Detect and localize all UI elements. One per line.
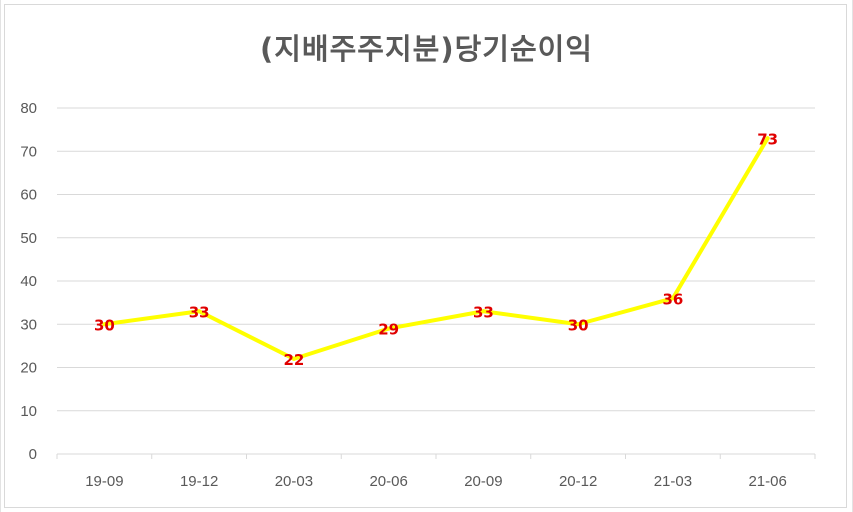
gridlines — [57, 107, 815, 455]
data-point-20-12 — [576, 322, 581, 327]
x-tick-label-21-03: 21-03 — [654, 473, 692, 490]
y-tick-label-40: 40 — [20, 273, 37, 290]
y-tick-label-10: 10 — [20, 403, 37, 420]
data-point-21-03 — [670, 296, 675, 301]
data-point-20-03 — [291, 356, 296, 361]
x-tick-label-20-12: 20-12 — [559, 473, 597, 490]
x-tick-label-20-03: 20-03 — [275, 473, 313, 490]
data-label-20-09: 33 — [473, 303, 494, 321]
x-tick-label-21-06: 21-06 — [748, 473, 786, 490]
data-label-19-12: 33 — [189, 303, 210, 321]
y-tick-label-20: 20 — [20, 360, 37, 377]
data-labels: 30 33 22 29 33 30 36 73 — [94, 130, 778, 369]
y-tick-label-60: 60 — [20, 187, 37, 204]
y-tick-label-70: 70 — [20, 143, 37, 160]
y-tick-label-0: 0 — [29, 446, 37, 463]
data-point-21-06 — [765, 136, 770, 141]
data-label-20-06: 29 — [378, 321, 399, 339]
y-axis: 0 10 20 30 40 50 60 70 80 — [20, 100, 37, 463]
data-label-20-03: 22 — [283, 351, 304, 369]
data-point-20-06 — [386, 326, 391, 331]
x-axis: 19-09 19-12 20-03 20-06 20-09 20-12 21-03 21-06 — [56, 453, 816, 490]
x-tick-label-20-09: 20-09 — [464, 473, 502, 490]
x-tick-label-19-09: 19-09 — [85, 473, 123, 490]
data-label-21-06: 73 — [757, 130, 778, 148]
data-label-20-12: 30 — [568, 316, 589, 334]
series-line — [102, 136, 770, 361]
x-tick-label-19-12: 19-12 — [180, 473, 218, 490]
x-tick-label-20-06: 20-06 — [369, 473, 407, 490]
chart-title: (지배주주지분)당기순이익 — [260, 32, 593, 66]
data-point-19-09 — [102, 322, 107, 327]
series-line-0 — [102, 136, 770, 361]
y-tick-label-50: 50 — [20, 230, 37, 247]
data-point-20-09 — [481, 309, 486, 314]
sheet-edge-left — [0, 0, 1, 512]
chart-area[interactable] — [4, 4, 847, 508]
y-tick-label-80: 80 — [20, 100, 37, 117]
data-label-19-09: 30 — [94, 316, 115, 334]
y-tick-label-30: 30 — [20, 316, 37, 333]
data-point-19-12 — [197, 309, 202, 314]
data-label-21-03: 36 — [662, 290, 683, 308]
